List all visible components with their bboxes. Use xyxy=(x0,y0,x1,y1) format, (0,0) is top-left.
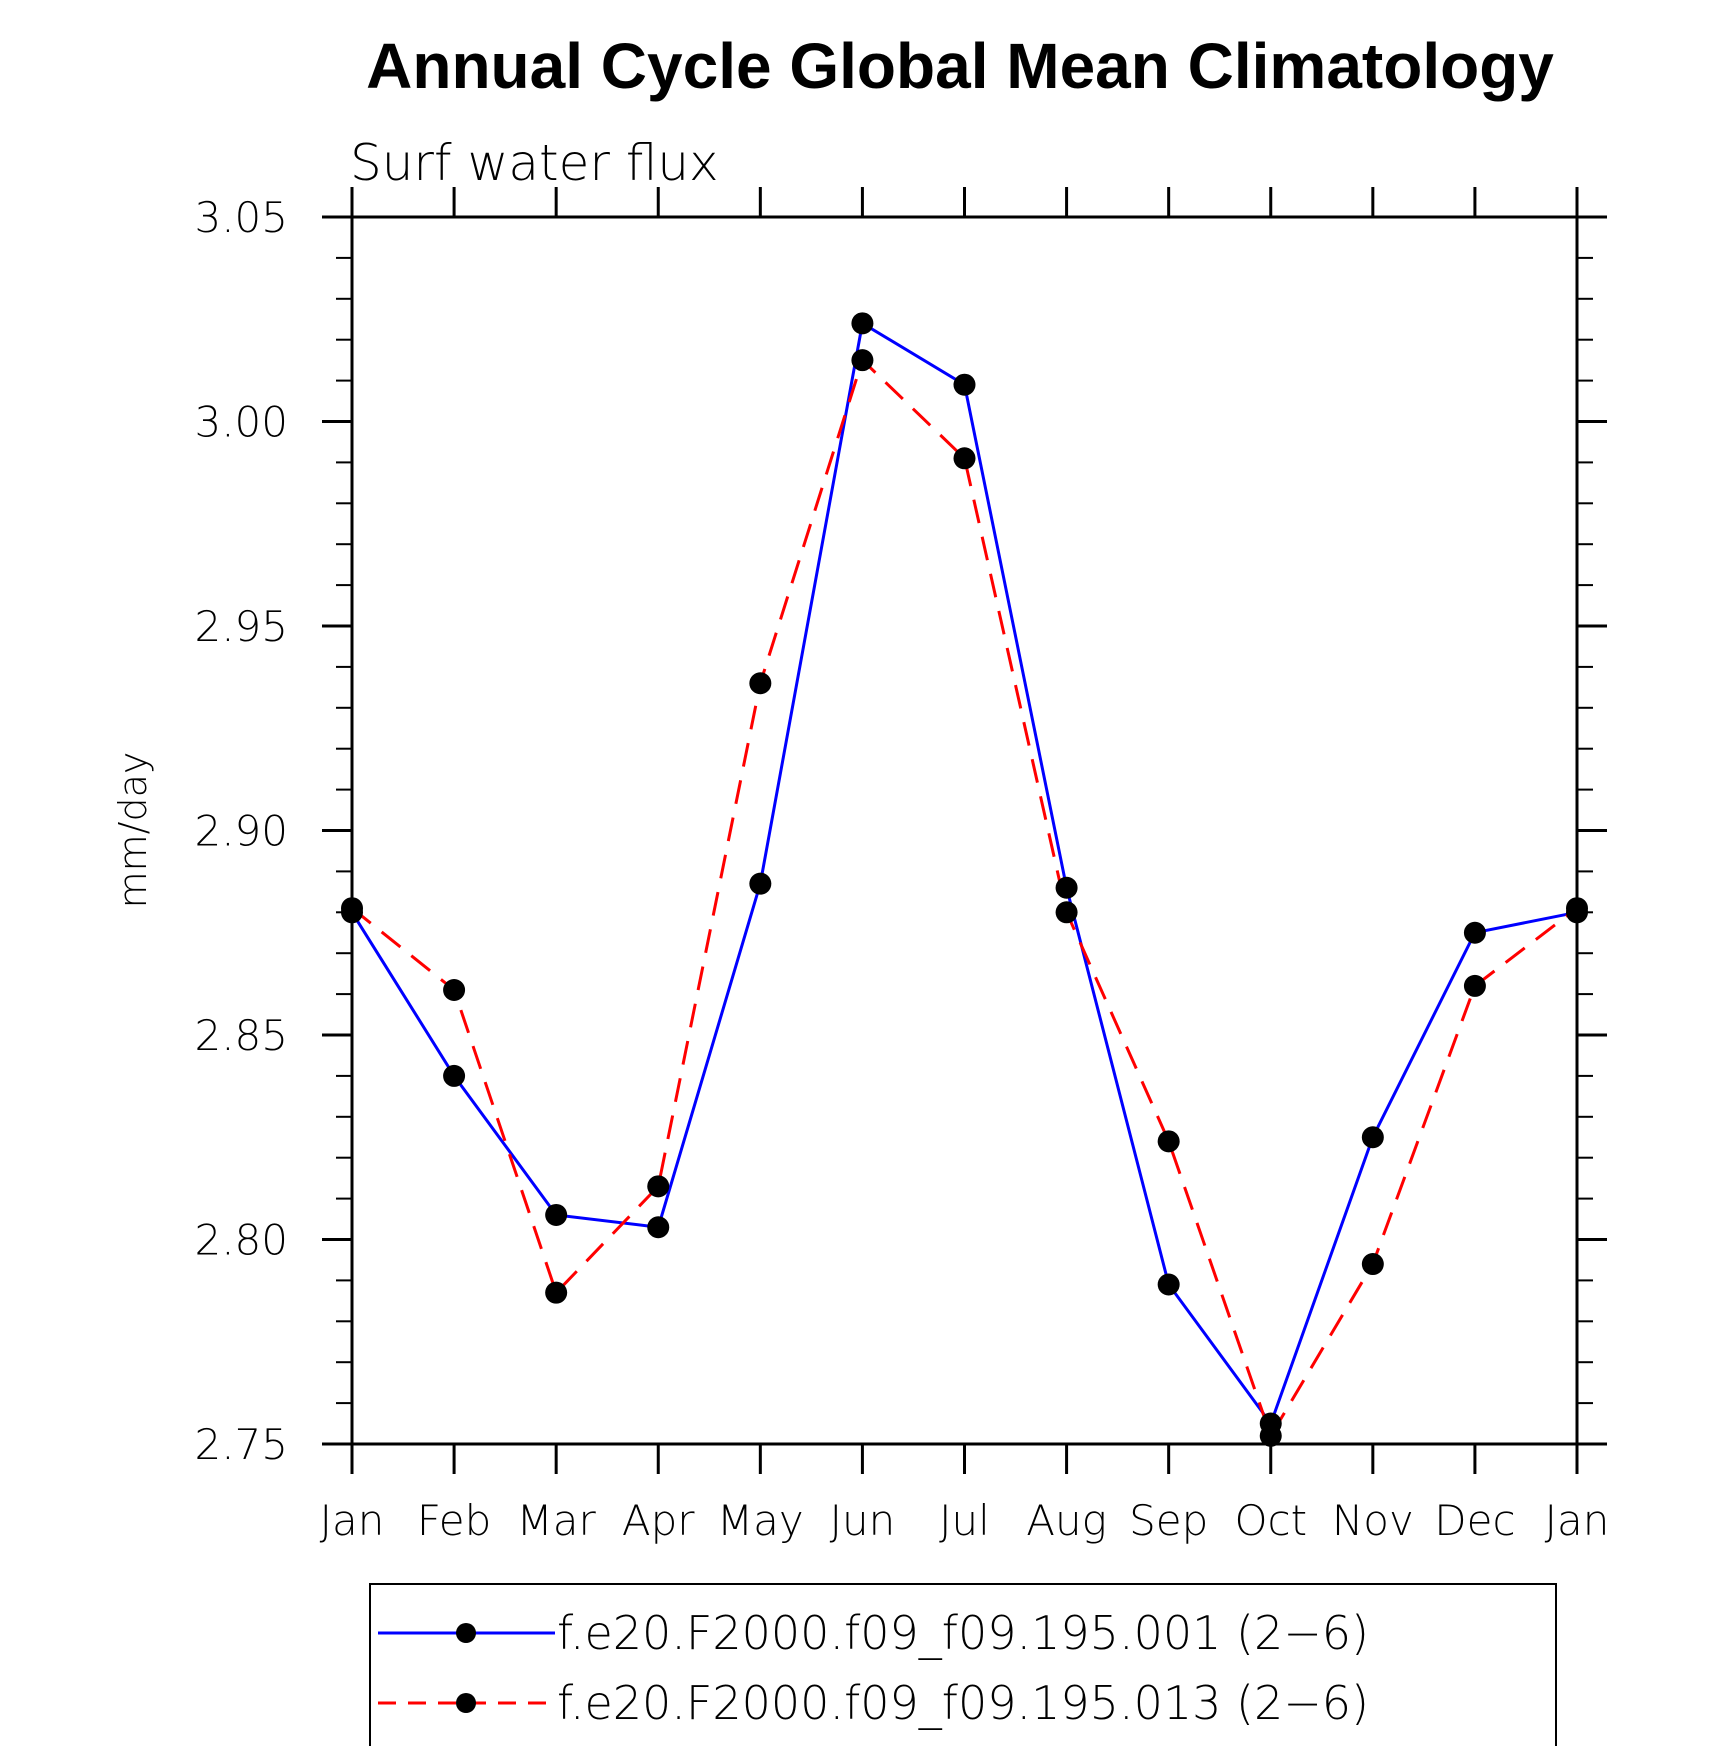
x-tick-label: Feb xyxy=(417,1496,491,1545)
legend-marker-series-2 xyxy=(456,1693,476,1713)
x-tick-label: Aug xyxy=(1026,1496,1107,1545)
x-tick-label: Jan xyxy=(320,1496,385,1545)
x-tick-label: Nov xyxy=(1332,1496,1414,1545)
series-2-point xyxy=(1463,974,1486,997)
x-tick-label: Jun xyxy=(830,1496,896,1545)
series-line-1 xyxy=(350,320,1578,1427)
series-1-point xyxy=(749,872,772,895)
legend: f.e20.F2000.f09_f09.195.001 (2−6) f.e20.… xyxy=(369,1583,1557,1746)
series-1-point xyxy=(1463,921,1486,944)
x-tick-label: Oct xyxy=(1234,1496,1307,1545)
x-tick-label: Dec xyxy=(1434,1496,1515,1545)
series-2-point xyxy=(749,672,772,695)
x-tick-labels: Jan Feb Mar Apr May Jun Jul Aug Sep Oct Nov Dec Jan xyxy=(320,1496,1610,1545)
legend-label-series-1: f.e20.F2000.f09_f09.195.001 (2−6) xyxy=(557,1606,1369,1660)
series-2-point xyxy=(647,1175,670,1198)
series-2-point xyxy=(1055,901,1078,924)
series-1-point xyxy=(443,1064,466,1087)
x-tick-label: Jan xyxy=(1545,1496,1610,1545)
y-tick-label: 2.90 xyxy=(194,807,288,856)
x-tick-label: Apr xyxy=(622,1496,695,1545)
series-2-point xyxy=(851,349,874,372)
chart-title: Annual Cycle Global Mean Climatology xyxy=(366,30,1554,102)
series-line-2 xyxy=(351,357,1578,1440)
series-1-point xyxy=(1055,876,1078,899)
series-2-point xyxy=(1259,1424,1282,1447)
series-1-point xyxy=(545,1203,568,1226)
y-axis-label: mm/day xyxy=(111,752,155,909)
legend-box xyxy=(369,1583,1557,1746)
axis-ticks xyxy=(322,187,1607,1474)
legend-label-series-2: f.e20.F2000.f09_f09.195.013 (2−6) xyxy=(557,1676,1369,1730)
series-1-point xyxy=(1361,1126,1384,1149)
series-2-point xyxy=(1157,1130,1180,1153)
y-tick-label: 3.00 xyxy=(194,398,288,447)
legend-marker-series-1 xyxy=(456,1623,476,1643)
series-1-point xyxy=(1157,1273,1180,1296)
series-2-point xyxy=(1361,1253,1384,1276)
series-2-point xyxy=(443,979,466,1002)
y-tick-label: 3.05 xyxy=(194,193,288,242)
y-tick-label: 2.85 xyxy=(194,1011,288,1060)
series-2-point xyxy=(341,897,363,920)
series-1-point xyxy=(647,1216,670,1239)
y-tick-label: 2.95 xyxy=(194,602,288,651)
x-tick-label: May xyxy=(717,1496,804,1545)
series-layer xyxy=(341,312,1588,1447)
y-tick-label: 2.75 xyxy=(194,1420,288,1469)
y-tick-labels: 2.75 2.80 2.85 2.90 2.95 3.00 3.05 xyxy=(194,193,288,1469)
series-2-point xyxy=(1566,897,1588,920)
series-1-point xyxy=(953,373,976,396)
plot-frame xyxy=(350,215,1579,1446)
x-tick-label: Jul xyxy=(939,1496,990,1545)
x-tick-label: Mar xyxy=(517,1496,597,1545)
y-tick-label: 2.80 xyxy=(194,1216,288,1265)
series-2-point xyxy=(545,1281,568,1304)
chart-subtitle: Surf water flux xyxy=(350,134,719,192)
series-1-point xyxy=(851,312,874,335)
x-tick-label: Sep xyxy=(1129,1496,1208,1545)
series-2-point xyxy=(953,447,976,470)
